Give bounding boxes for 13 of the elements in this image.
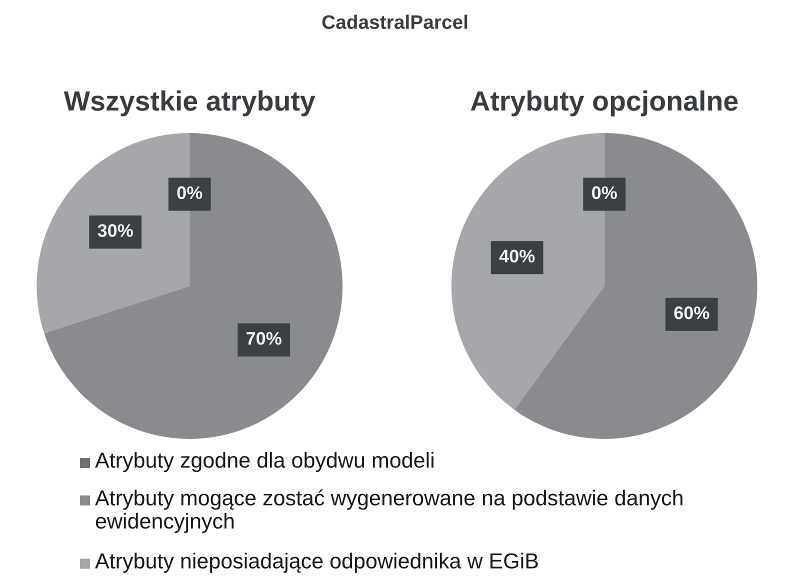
chart-title: CadastralParcel (322, 14, 468, 29)
legend-label: Atrybuty nieposiadające odpowiednika w EGiB (95, 552, 538, 573)
legend-label: Atrybuty zgodne dla obydwu modeli (95, 452, 434, 472)
text: 0% (177, 186, 202, 200)
data-label: 70% (246, 332, 282, 345)
legend-label: Atrybuty mogące zostać wygenerowane na podstawie danych ewidencyjnych (95, 489, 682, 533)
data-label: 30% (98, 224, 133, 237)
text: 0% (592, 186, 617, 200)
chart-subtitle: Atrybuty opcjonalne (470, 90, 738, 116)
data-label: 60% (674, 306, 710, 320)
chart-subtitle: Wszystkie atrybuty (64, 90, 316, 116)
data-label: 40% (499, 250, 535, 262)
pie-slice (44, 133, 343, 439)
